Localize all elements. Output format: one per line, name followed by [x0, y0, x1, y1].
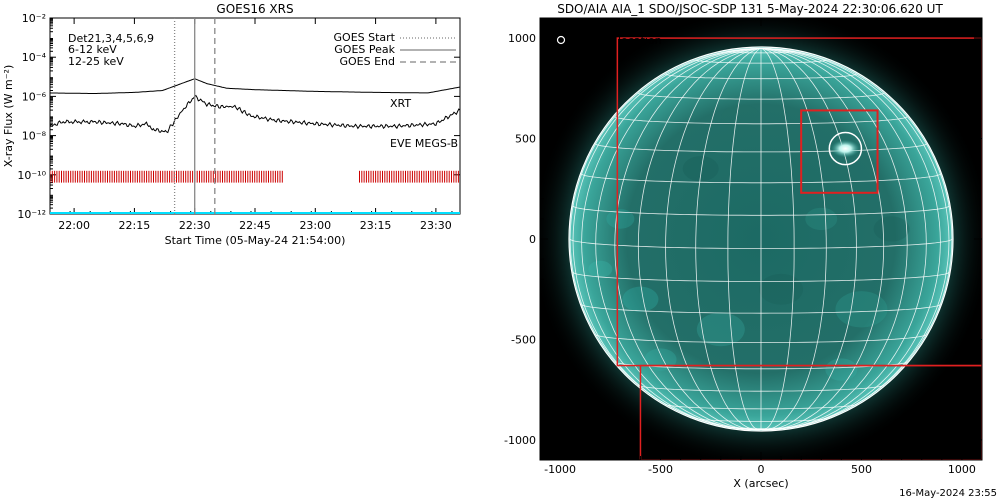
disk-texture-patch — [805, 207, 838, 231]
legend-flare-marker — [556, 35, 566, 45]
right-chart-title: SDO/AIA AIA_1 SDO/JSOC-SDP 131 5-May-202… — [557, 2, 943, 16]
band-label-6-12: 6-12 keV — [68, 43, 117, 56]
xrt-coverage-bars — [50, 170, 459, 183]
left-x-tick-label: 22:00 — [58, 219, 90, 232]
right-x-tick-label: 500 — [851, 463, 872, 476]
grid-parallel — [695, 417, 827, 422]
left-x-tick-label: 22:45 — [239, 219, 271, 232]
right-x-tick-labels: -1000 -500 0 500 1000 — [544, 463, 976, 476]
grid-parallel — [614, 116, 908, 125]
xrt-annotation: XRT — [390, 97, 411, 110]
left-y-axis-label: X-ray Flux (W m⁻²) — [2, 65, 15, 167]
grid-parallel — [665, 403, 857, 410]
grid-parallel — [581, 303, 941, 314]
right-x-tick-label: 0 — [758, 463, 765, 476]
right-axis-ticks — [539, 17, 983, 461]
aia-flare-location-circle — [828, 131, 863, 166]
legend-goes-start: GOES Start — [334, 31, 396, 44]
disk-texture-patch — [873, 216, 910, 242]
right-y-tick-label: -1000 — [504, 434, 536, 447]
grid-parallel — [569, 238, 953, 249]
xrt-fov-inner-box — [800, 109, 879, 194]
right-y-tick-labels: 1000 500 0 -500 -1000 — [504, 32, 536, 447]
grid-parallel — [727, 426, 795, 429]
left-x-tick-labels: 22:00 22:15 22:30 22:45 23:00 23:15 23:30 — [58, 219, 451, 232]
legend-flare-label: AIA flare location — [568, 34, 662, 47]
left-x-tick-label: 22:15 — [119, 219, 151, 232]
eve-annotation: EVE MEGS-B — [390, 137, 458, 150]
right-x-tick-label: 1000 — [948, 463, 976, 476]
flux-series — [50, 78, 460, 134]
right-y-tick-label: 500 — [515, 133, 536, 146]
left-y-tick-labels: 10⁻¹² 10⁻¹⁰ 10⁻⁸ 10⁻⁶ 10⁻⁴ 10⁻² — [17, 12, 46, 221]
grid-parallel — [572, 205, 950, 216]
left-x-tick-label: 23:15 — [360, 219, 392, 232]
disk-texture-patch — [606, 209, 635, 229]
series-line-0 — [50, 78, 460, 94]
left-x-tick-label: 23:00 — [299, 219, 331, 232]
legend-goes-peak: GOES Peak — [334, 43, 395, 56]
grid-parallel — [637, 92, 885, 100]
disk-texture-patch — [588, 260, 613, 278]
disk-texture-patch — [696, 312, 745, 347]
left-y-tick-label: 10⁻¹⁰ — [17, 169, 46, 182]
legend-goes-end: GOES End — [339, 55, 395, 68]
left-y-tick-label: 10⁻⁸ — [22, 130, 47, 143]
left-x-tick-label: 23:30 — [420, 219, 452, 232]
grid-parallel — [695, 59, 827, 64]
disk-texture-patch — [825, 358, 858, 381]
band-label-12-25: 12-25 keV — [68, 55, 124, 68]
left-y-tick-label: 10⁻¹² — [17, 208, 46, 221]
right-x-tick-label: -1000 — [544, 463, 576, 476]
solar-limb — [568, 46, 954, 432]
footer-timestamp: 16-May-2024 23:55 — [899, 488, 997, 499]
right-y-tick-label: 1000 — [508, 32, 536, 45]
disk-texture-patch — [622, 286, 659, 312]
left-chart-title: GOES16 XRS — [216, 2, 293, 16]
right-x-tick-label: -500 — [648, 463, 673, 476]
left-y-tick-label: 10⁻² — [22, 12, 46, 25]
disk-texture — [588, 104, 910, 381]
flare-brightening — [830, 139, 860, 158]
series-line-1 — [50, 94, 460, 134]
left-y-tick-label: 10⁻⁶ — [22, 90, 47, 103]
right-y-tick-label: -500 — [511, 333, 536, 346]
left-x-axis-label: Start Time (05-May-24 21:54:00) — [165, 234, 346, 247]
left-y-tick-label: 10⁻⁴ — [22, 51, 47, 64]
grid-parallel — [727, 51, 795, 54]
goes-event-lines — [173, 18, 216, 214]
left-x-tick-label: 22:30 — [179, 219, 211, 232]
xrt-fov-label: XRT FOV — [552, 422, 599, 435]
disk-texture-patch — [720, 104, 761, 133]
grid-parallel — [572, 271, 950, 282]
disk-texture-patch — [759, 273, 804, 305]
right-x-axis-label: X (arcsec) — [733, 477, 788, 490]
grid-parallel — [665, 73, 857, 80]
right-y-tick-label: 0 — [529, 233, 536, 246]
grid-parallel — [581, 173, 941, 184]
disk-texture-patch — [682, 156, 719, 182]
det-label: Det21,3,4,5,6,9 — [68, 32, 154, 45]
grid-parallel — [637, 384, 885, 392]
